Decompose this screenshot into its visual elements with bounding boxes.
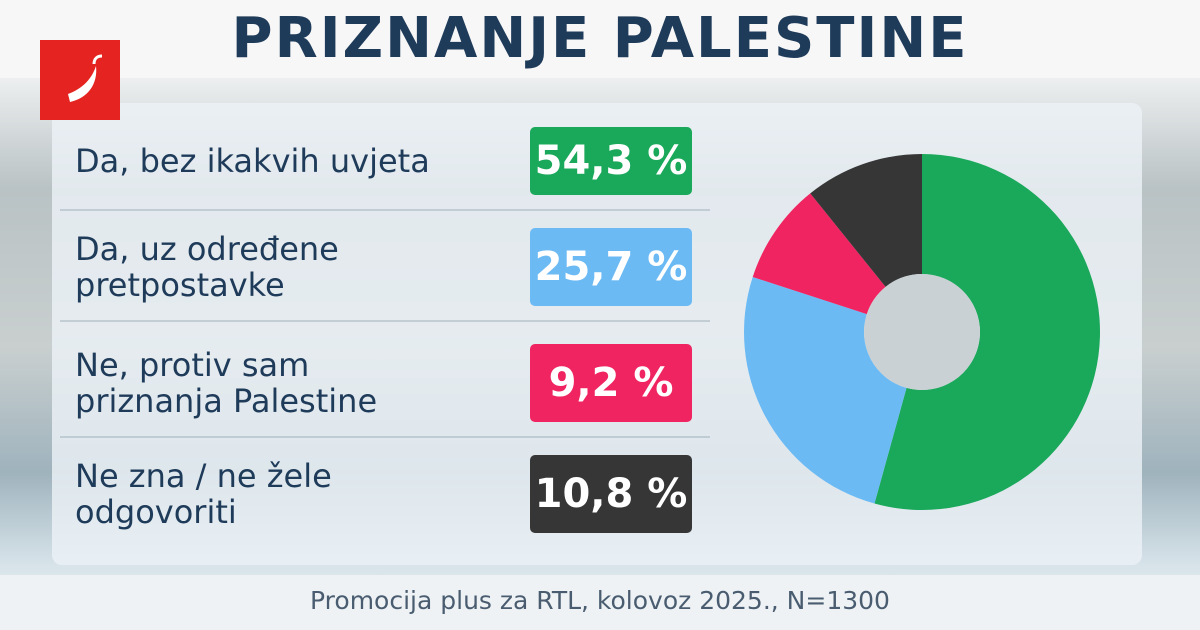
value-label: 25,7 % [534,244,688,290]
donut-hole [864,274,980,390]
chart-title: PRIZNANJE PALESTINE [231,6,969,71]
logo-icon [68,54,103,102]
value-label: 10,8 % [534,471,688,517]
donut-slice [752,193,886,315]
header-band [0,0,1200,78]
footer-band [0,575,1200,630]
logo[interactable] [40,40,120,120]
value-label: 54,3 % [534,138,688,184]
donut-slice [810,154,922,287]
value-box: 10,8 % [530,455,692,533]
category-label: Da, bez ikakvih uvjeta [75,142,430,180]
category-label: Ne zna / ne žele odgovoriti [75,457,332,531]
value-box: 25,7 % [530,228,692,306]
row-separator [60,436,710,438]
donut-slice [743,276,907,504]
value-box: 54,3 % [530,127,692,195]
row-separator [60,320,710,322]
value-label: 9,2 % [548,360,674,406]
row-separator [60,209,710,211]
category-label: Da, uz određene pretpostavke [75,230,339,304]
category-label: Ne, protiv sam priznanja Palestine [75,346,378,420]
value-box: 9,2 % [530,344,692,422]
donut-slice [874,154,1100,510]
source-note: Promocija plus za RTL, kolovoz 2025., N=… [310,586,890,615]
